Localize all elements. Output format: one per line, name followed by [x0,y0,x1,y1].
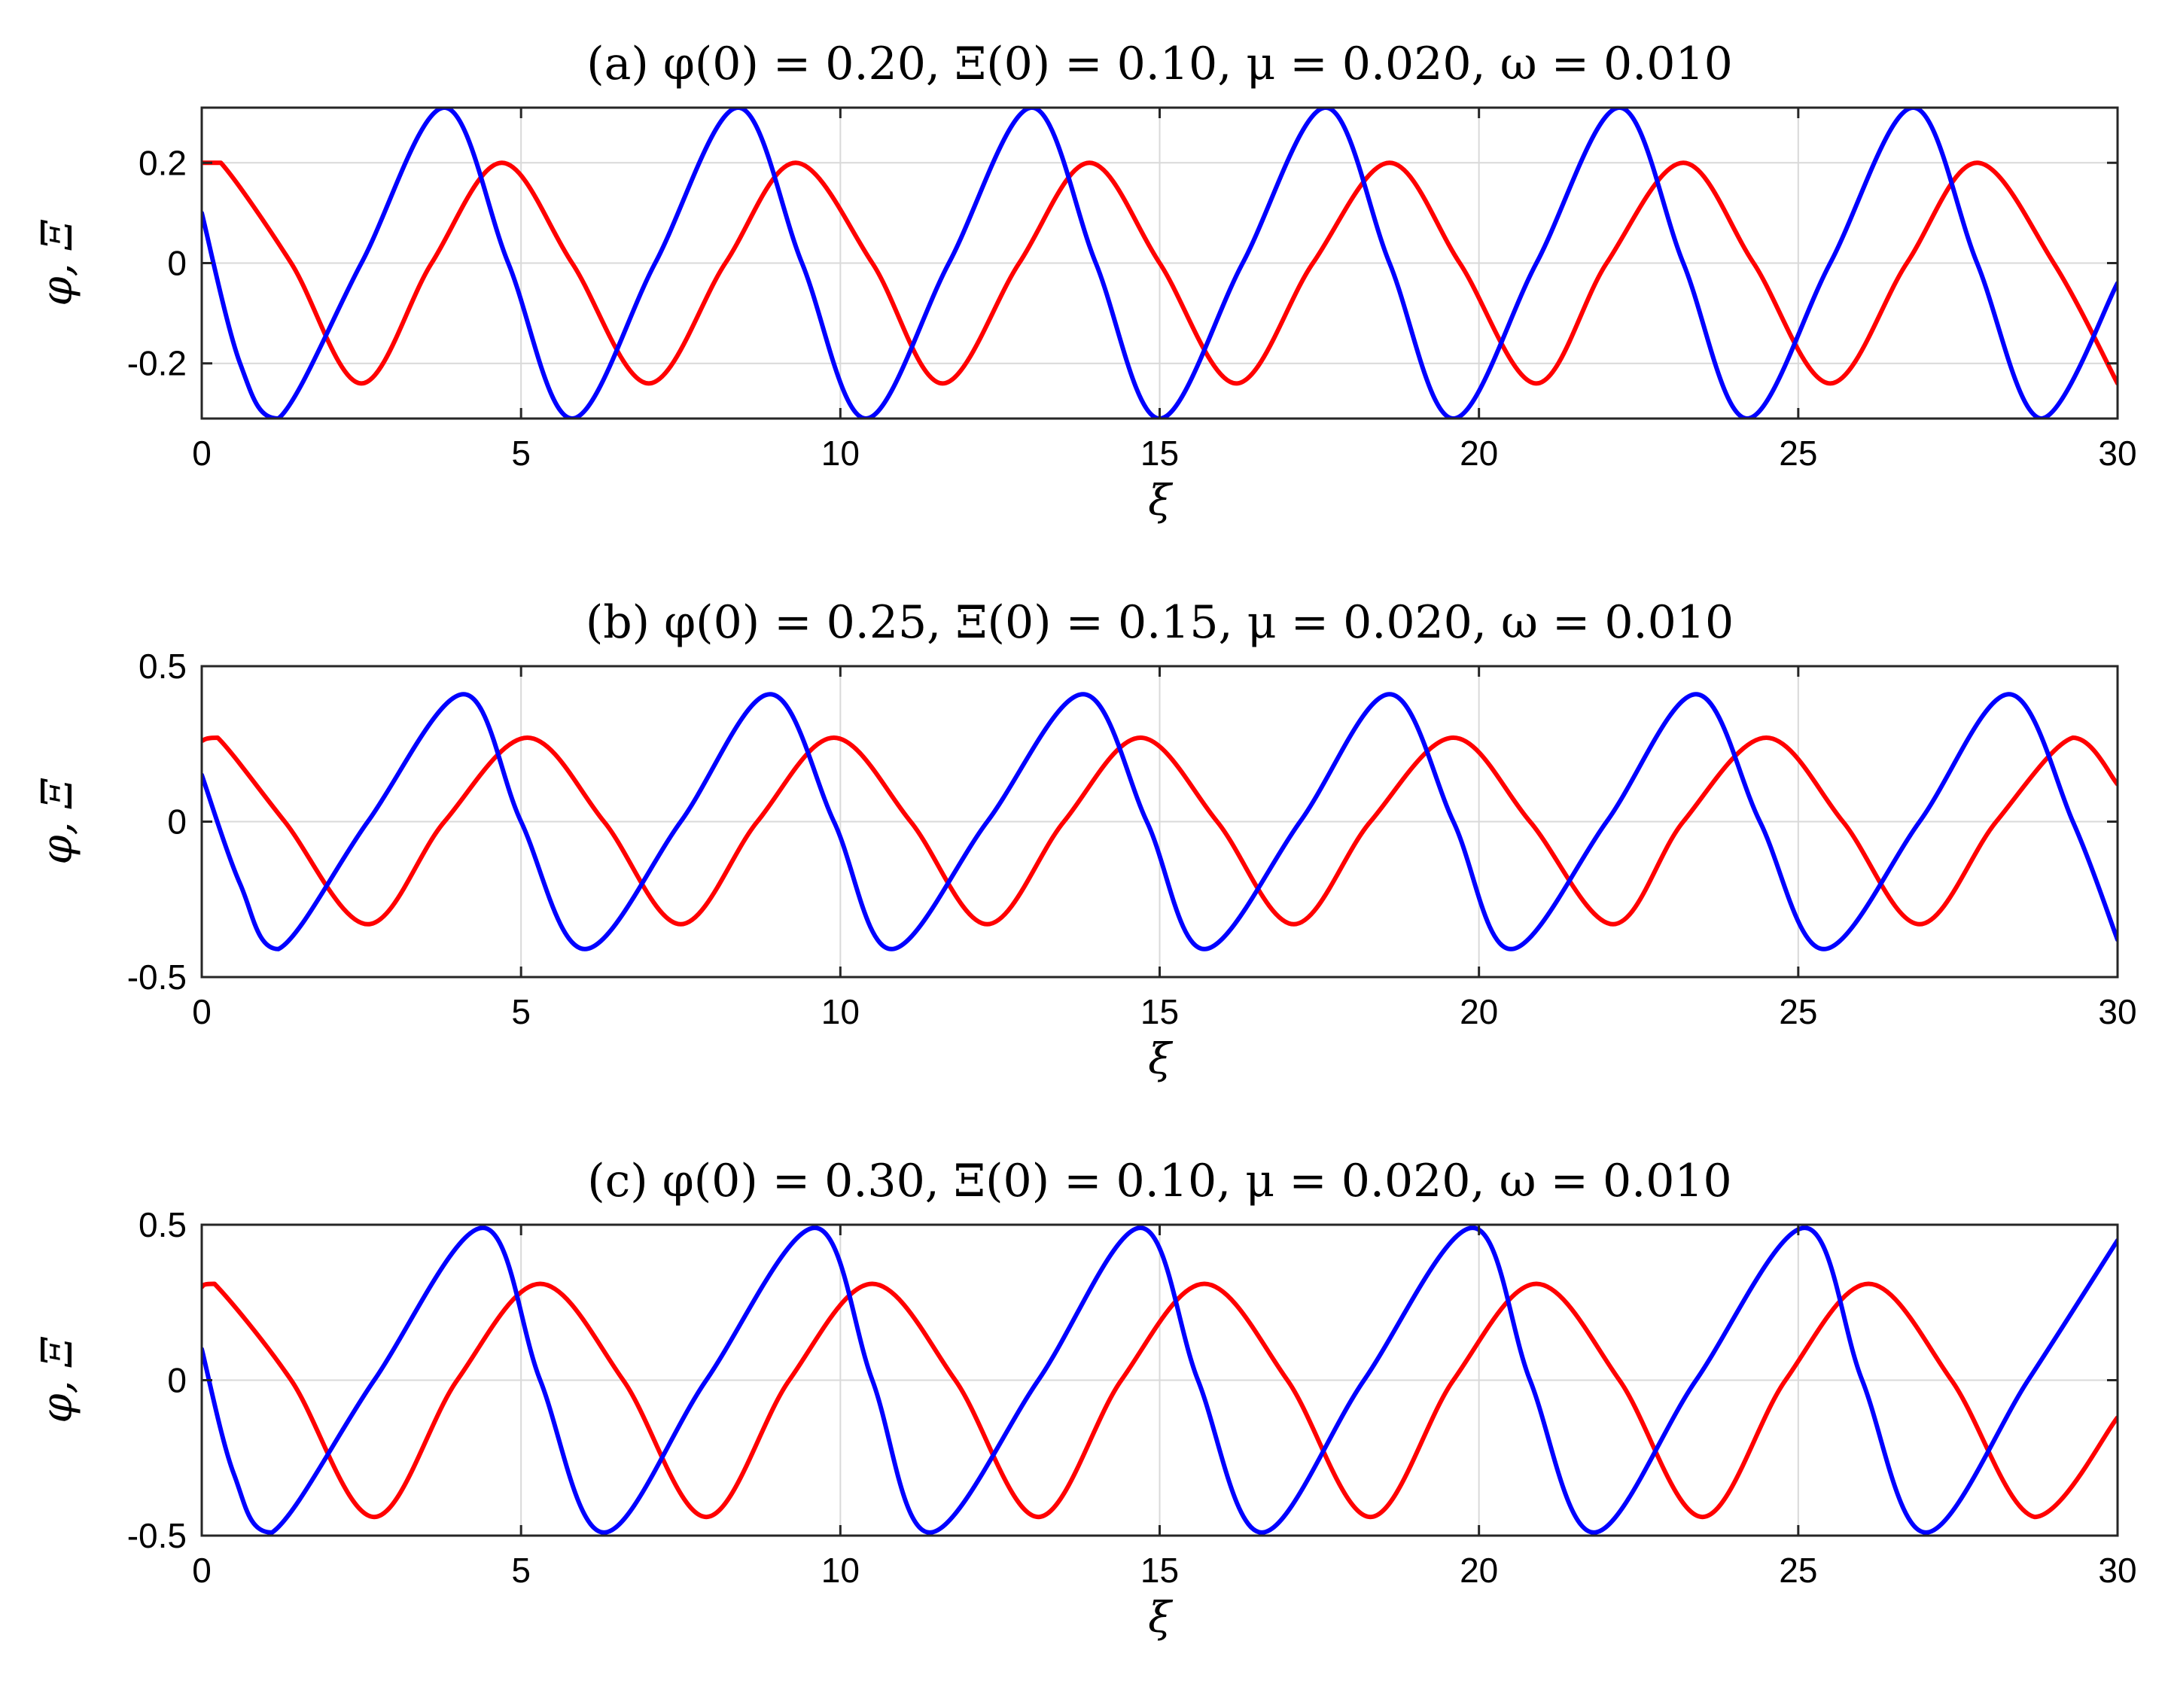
panel-b-x-tick-label: 15 [1140,992,1179,1031]
panel-a-x-axis-label: ξ [1148,476,1174,525]
panel-a-x-tick-label: 15 [1140,434,1179,473]
panel-a-x-tick-label: 5 [511,434,531,473]
panel-a: (a) φ(0) = 0.20, Ξ(0) = 0.10, μ = 0.020,… [33,38,2137,525]
panel-b-x-tick-label: 20 [1460,992,1498,1031]
panel-a-y-tick-label: -0.2 [127,344,187,383]
panel-b-y-tick-label: 0.5 [139,647,187,686]
panel-a-x-tick-label: 10 [821,434,860,473]
panel-b-series-blue-line [202,692,2118,951]
panel-c-title: (c) φ(0) = 0.30, Ξ(0) = 0.10, μ = 0.020,… [587,1155,1731,1207]
panel-c-x-tick-label: 25 [1779,1551,1817,1590]
panel-c-y-axis-label: φ, Ξ [33,1337,82,1423]
panel-c-x-axis-label: ξ [1148,1594,1174,1643]
panel-c-x-tick-label: 30 [2098,1551,2136,1590]
panel-c-x-tick-label: 20 [1460,1551,1498,1590]
panel-a-series-blue-line [202,108,2118,419]
panel-b-x-axis-label: ξ [1148,1035,1174,1084]
panel-c-y-tick-label: -0.5 [127,1516,187,1555]
panel-b-y-tick-label: -0.5 [127,958,187,997]
panel-c-series-blue-line [202,1225,2118,1535]
panel-c: (c) φ(0) = 0.30, Ξ(0) = 0.10, μ = 0.020,… [33,1155,2137,1643]
panel-a-y-tick-label: 0 [167,244,187,283]
panel-b-x-tick-label: 30 [2098,992,2136,1031]
panel-c-series-red-line [202,1281,2118,1520]
panel-c-y-tick-label: 0.5 [139,1205,187,1244]
panel-a-title: (a) φ(0) = 0.20, Ξ(0) = 0.10, μ = 0.020,… [586,38,1733,90]
panel-b-x-tick-label: 10 [821,992,860,1031]
panel-c-x-tick-label: 5 [511,1551,531,1590]
panel-b: (b) φ(0) = 0.25, Ξ(0) = 0.15, μ = 0.020,… [33,596,2137,1084]
panel-b-title: (b) φ(0) = 0.25, Ξ(0) = 0.15, μ = 0.020,… [586,596,1734,649]
panel-b-y-tick-label: 0 [167,802,187,842]
panel-c-x-tick-label: 0 [192,1551,212,1590]
panel-b-y-axis-label: φ, Ξ [33,778,82,865]
panel-b-x-tick-label: 0 [192,992,212,1031]
panel-a-y-tick-label: 0.2 [139,143,187,182]
panel-b-x-tick-label: 25 [1779,992,1817,1031]
panel-a-x-tick-label: 0 [192,434,212,473]
panel-a-x-tick-label: 25 [1779,434,1817,473]
panel-c-x-tick-label: 10 [821,1551,860,1590]
panel-c-x-tick-label: 15 [1140,1551,1179,1590]
panel-a-x-tick-label: 20 [1460,434,1498,473]
panel-a-y-axis-label: φ, Ξ [33,220,82,306]
panel-b-x-tick-label: 5 [511,992,531,1031]
panel-a-x-tick-label: 30 [2098,434,2136,473]
panel-c-y-tick-label: 0 [167,1361,187,1400]
